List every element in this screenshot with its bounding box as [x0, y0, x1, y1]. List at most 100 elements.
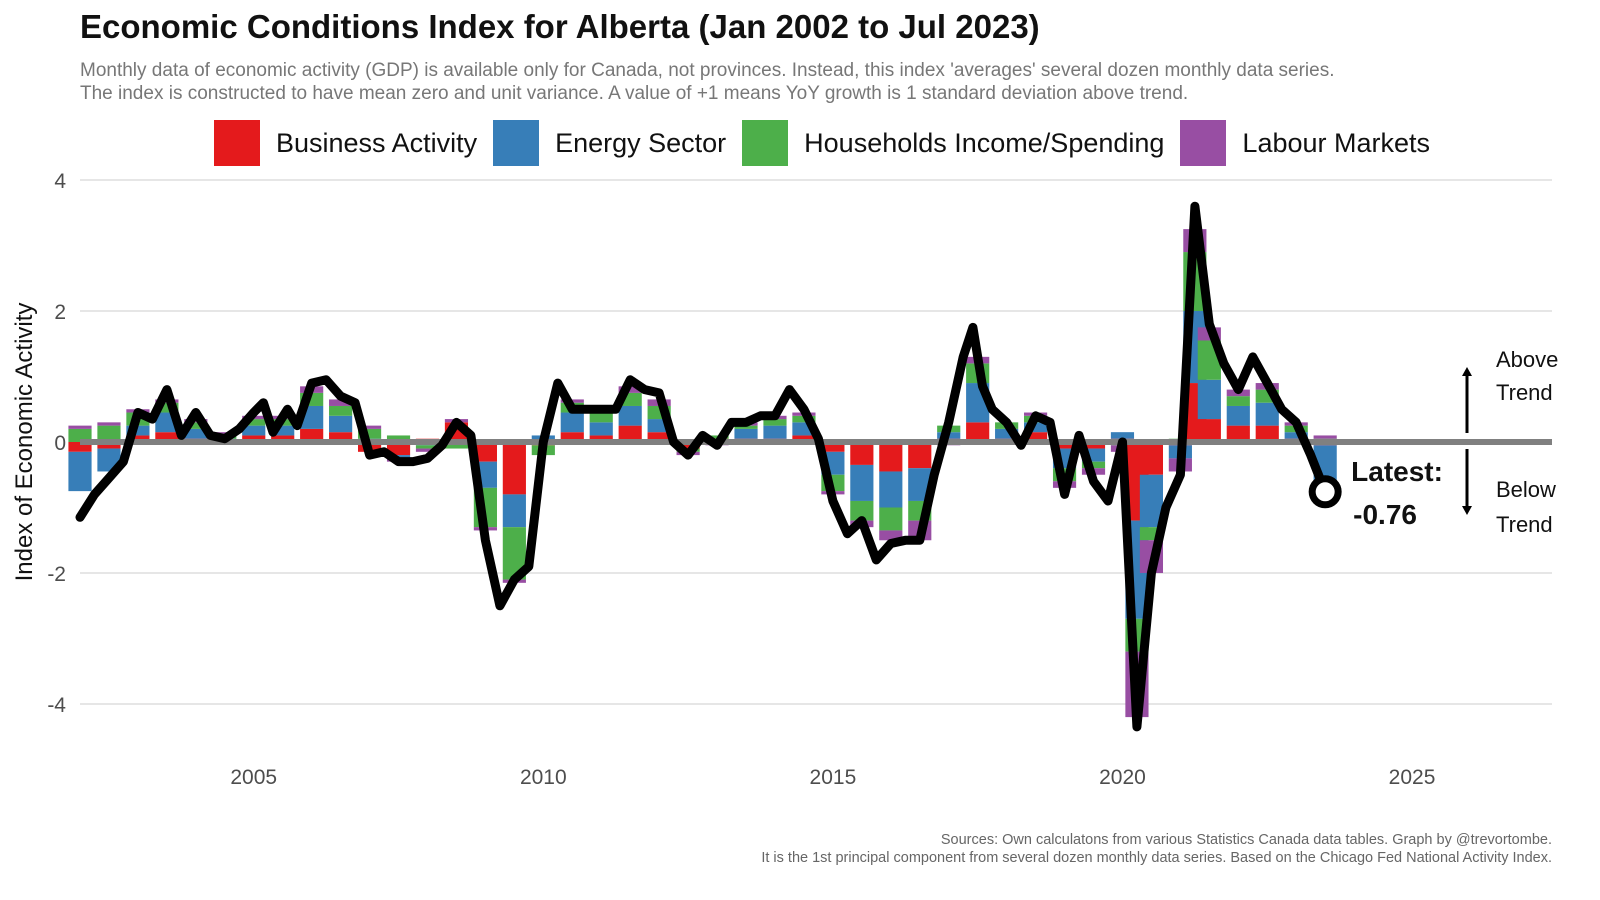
x-tick-label: 2015 — [810, 766, 857, 789]
bar-segment-households — [502, 527, 526, 580]
bar-segment-households — [734, 425, 758, 429]
bar-segment-business-activity — [155, 432, 179, 442]
bar-segment-energy-sector — [271, 425, 295, 436]
bar-segment-business-activity — [1226, 425, 1250, 442]
bar-segment-energy-sector — [126, 425, 150, 436]
bar-segment-labour-markets — [1313, 435, 1337, 439]
below-trend-label-line-2: Trend — [1496, 512, 1553, 537]
bar-segment-energy-sector — [763, 425, 787, 439]
x-tick-label: 2005 — [230, 766, 277, 789]
bar-segment-households — [242, 419, 266, 426]
chart-title: Economic Conditions Index for Alberta (J… — [80, 8, 1040, 45]
x-tick-label: 2010 — [520, 766, 567, 789]
legend-swatch-energy-sector — [493, 120, 540, 166]
legend-item-business-activity: Business Activity — [214, 120, 477, 166]
bar-segment-energy-sector — [879, 471, 903, 508]
bar-segment-energy-sector — [560, 412, 584, 433]
axis-tick-labels: 4 2 0 -2 -4 2005 2010 2015 2020 2025 — [47, 170, 1435, 789]
index-line — [75, 201, 1330, 732]
bar-segment-energy-sector — [589, 422, 613, 436]
chart-legend: Business Activity Energy Sector Househol… — [214, 120, 1446, 166]
bar-segment-business-activity — [242, 435, 266, 442]
bar-segment-business-activity — [1024, 432, 1048, 442]
chart-subtitle-line-1: Monthly data of economic activity (GDP) … — [80, 60, 1335, 81]
chart-subtitle-line-2: The index is constructed to have mean ze… — [80, 83, 1189, 104]
bar-segment-households — [386, 435, 411, 442]
bar-segment-business-activity — [908, 442, 932, 469]
bar-segment-business-activity — [879, 442, 903, 472]
bar-segment-energy-sector — [184, 428, 208, 439]
bar-segment-energy-sector — [242, 425, 266, 436]
bar-segment-business-activity — [329, 432, 353, 442]
index-line-group — [75, 201, 1342, 732]
bar-segment-business-activity — [502, 442, 526, 495]
bar-segment-labour-markets — [329, 399, 353, 406]
bar-segment-households — [1226, 396, 1250, 406]
legend-item-labour-markets: Labour Markets — [1180, 120, 1430, 166]
bar-segment-business-activity — [618, 425, 642, 442]
below-trend-label-line-1: Below — [1496, 477, 1556, 502]
bar-segment-energy-sector — [1024, 422, 1048, 433]
bar-segment-households — [589, 412, 613, 423]
bar-segment-business-activity — [68, 442, 92, 452]
bar-segment-business-activity — [1139, 442, 1164, 475]
bar-segment-labour-markets — [357, 425, 382, 429]
legend-swatch-households — [742, 120, 789, 166]
bar-segment-energy-sector — [734, 428, 758, 439]
bar-segment-business-activity — [271, 435, 295, 442]
bar-segment-energy-sector — [502, 494, 526, 528]
bar-segment-business-activity — [647, 432, 671, 442]
bar-segment-business-activity — [850, 442, 874, 465]
bar-segment-energy-sector — [908, 468, 932, 501]
bar-segment-households — [1081, 461, 1106, 469]
bar-segment-households — [184, 422, 208, 429]
bar-segment-energy-sector — [68, 451, 92, 492]
bar-segment-energy-sector — [1139, 474, 1164, 528]
legend-item-energy-sector: Energy Sector — [493, 120, 726, 166]
bar-segment-labour-markets — [68, 425, 92, 429]
bar-segment-labour-markets — [415, 448, 440, 452]
legend-label-labour-markets: Labour Markets — [1242, 127, 1431, 158]
bar-segment-business-activity — [966, 422, 990, 442]
bar-segment-energy-sector — [1226, 405, 1250, 426]
bar-segment-business-activity — [473, 442, 497, 462]
gridlines — [80, 179, 1552, 705]
above-trend-label-line-1: Above — [1496, 347, 1558, 372]
trend-arrows — [1462, 367, 1472, 515]
bar-segment-business-activity — [1255, 425, 1279, 442]
bar-segment-business-activity — [1081, 442, 1106, 449]
bar-segment-energy-sector — [850, 464, 874, 501]
y-tick-label: 4 — [54, 170, 66, 193]
bar-segment-households — [68, 428, 92, 442]
bar-segment-households — [444, 442, 469, 449]
bar-segment-business-activity — [386, 442, 411, 456]
legend-label-energy-sector: Energy Sector — [555, 127, 727, 158]
source-caption-line-2: It is the 1st principal component from s… — [761, 850, 1552, 866]
bar-segment-households — [763, 419, 787, 426]
bar-segment-business-activity — [676, 442, 700, 449]
bar-segment-business-activity — [1197, 419, 1221, 442]
y-tick-label: -2 — [47, 563, 66, 586]
latest-label: Latest: — [1351, 456, 1443, 487]
y-tick-label: 0 — [54, 432, 66, 455]
legend-swatch-business-activity — [214, 120, 260, 166]
y-axis-label: Index of Economic Activity — [11, 303, 38, 582]
x-tick-label: 2025 — [1389, 766, 1436, 789]
x-tick-label: 2020 — [1099, 766, 1146, 789]
bar-segment-households — [329, 405, 353, 416]
y-tick-label: -4 — [47, 694, 66, 717]
legend-label-business-activity: Business Activity — [276, 127, 478, 158]
bar-segment-business-activity — [126, 435, 150, 442]
bar-segment-business-activity — [792, 435, 816, 442]
below-trend-arrowhead — [1462, 506, 1472, 515]
legend-item-households: Households Income/Spending — [742, 120, 1164, 166]
latest-value: -0.76 — [1353, 499, 1417, 530]
legend-label-households: Households Income/Spending — [804, 127, 1165, 158]
above-trend-label-line-2: Trend — [1496, 380, 1553, 405]
bar-segment-energy-sector — [329, 415, 353, 433]
bar-segment-energy-sector — [1110, 432, 1135, 439]
bar-segment-energy-sector — [995, 428, 1019, 439]
bar-segment-households — [879, 507, 903, 531]
bar-segment-business-activity — [589, 435, 613, 442]
bar-segment-business-activity — [560, 432, 584, 442]
